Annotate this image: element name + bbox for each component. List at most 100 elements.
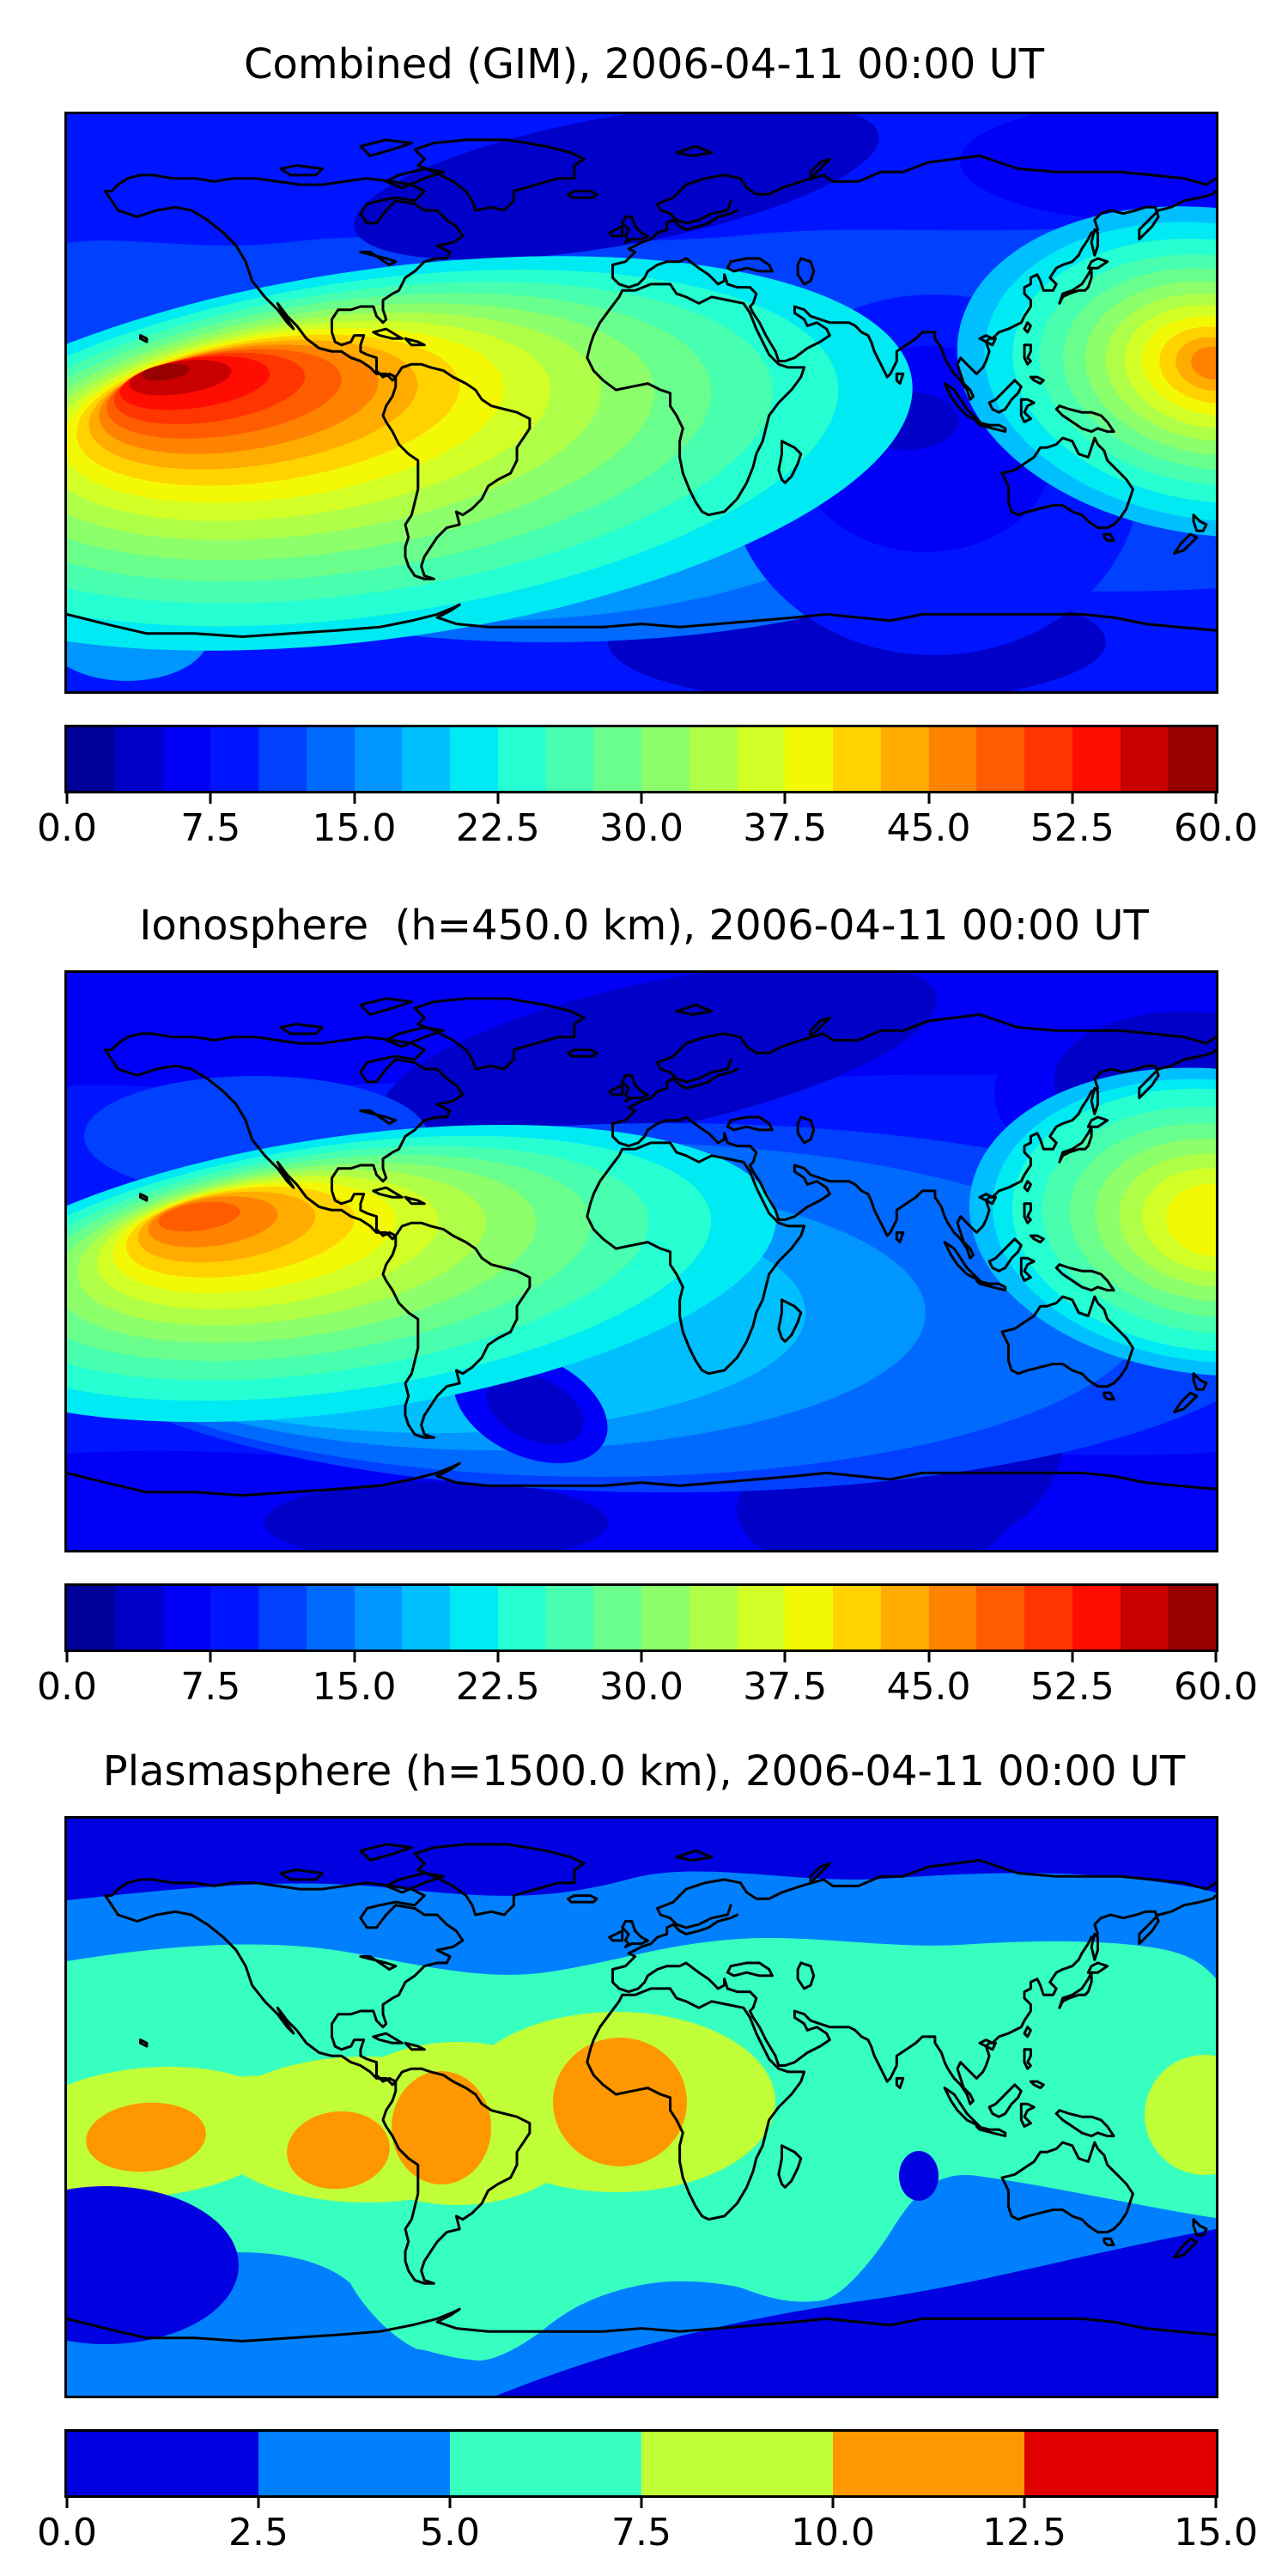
colorbar-segment bbox=[450, 727, 498, 791]
colorbar-segment bbox=[210, 1586, 258, 1649]
colorbar-tick-label: 52.5 bbox=[1030, 1665, 1115, 1709]
colorbar-segment bbox=[737, 727, 786, 791]
contour-fill bbox=[142, 363, 190, 381]
panel-title-plasmasphere: Plasmasphere (h=1500.0 km), 2006-04-11 0… bbox=[102, 1747, 1186, 1795]
colorbar-segment bbox=[641, 727, 690, 791]
colorbar-ionosphere bbox=[64, 1583, 1218, 1652]
contour-fill bbox=[287, 2111, 390, 2190]
colorbar-tick-label: 7.5 bbox=[180, 806, 241, 850]
colorbar-tick-label: 7.5 bbox=[180, 1665, 241, 1709]
colorbar-segment bbox=[162, 1586, 211, 1649]
colorbar-segment bbox=[67, 2432, 258, 2495]
colorbar-tick-mark bbox=[1214, 791, 1218, 804]
colorbar-tick-mark bbox=[496, 1649, 500, 1662]
colorbar-combined bbox=[64, 725, 1218, 793]
colorbar-tick-mark bbox=[1071, 791, 1074, 804]
colorbar-segment bbox=[689, 727, 738, 791]
contour-fill bbox=[354, 114, 879, 260]
colorbar-tick-label: 52.5 bbox=[1030, 806, 1115, 850]
contour-fill bbox=[496, 2229, 1216, 2396]
colorbar-segment bbox=[593, 727, 641, 791]
colorbar-segment bbox=[545, 1586, 594, 1649]
colorbar-tick-label: 30.0 bbox=[599, 1665, 683, 1709]
map-ionosphere bbox=[64, 970, 1218, 1552]
contour-fill bbox=[486, 1373, 584, 1445]
colorbar-segment bbox=[1072, 1586, 1121, 1649]
colorbar-segment bbox=[1120, 727, 1169, 791]
colorbar-tick-label: 22.5 bbox=[455, 806, 540, 850]
colorbar-segment bbox=[1024, 2432, 1216, 2495]
colorbar-labels-ionosphere: 0.0 7.5 15.0 22.5 30.0 37.5 45.0 52.5 60.0 bbox=[37, 1664, 1258, 1712]
colorbar-tick-mark bbox=[831, 2495, 835, 2508]
colorbar-tick-label: 2.5 bbox=[228, 2511, 289, 2555]
colorbar-segment bbox=[880, 727, 929, 791]
colorbar-segment bbox=[114, 1586, 163, 1649]
colorbar-tick-mark bbox=[640, 1649, 643, 1662]
colorbar-segment bbox=[258, 1586, 307, 1649]
colorbar-segment bbox=[450, 2432, 641, 2495]
contour-fill bbox=[86, 2102, 206, 2172]
colorbar-tick-mark bbox=[640, 2495, 643, 2508]
colorbar-segment bbox=[1168, 727, 1216, 791]
colorbar-segment bbox=[976, 727, 1024, 791]
colorbar-ticks-combined bbox=[65, 791, 1218, 805]
colorbar-segment bbox=[641, 1586, 690, 1649]
contour-fill bbox=[553, 2038, 687, 2166]
colorbar-tick-mark bbox=[783, 1649, 787, 1662]
colorbar-tick-label: 7.5 bbox=[611, 2511, 671, 2555]
colorbar-segment bbox=[928, 1586, 977, 1649]
colorbar-segment bbox=[976, 1586, 1024, 1649]
colorbar-tick-mark bbox=[1023, 2495, 1026, 2508]
contour-fill bbox=[67, 2186, 239, 2344]
colorbar-segment bbox=[593, 1586, 641, 1649]
colorbar-tick-label: 15.0 bbox=[312, 1665, 397, 1709]
colorbar-tick-mark bbox=[496, 791, 500, 804]
map-combined-svg bbox=[67, 114, 1216, 691]
colorbar-segment bbox=[258, 727, 307, 791]
colorbar-segment bbox=[1120, 1586, 1169, 1649]
colorbar-segment bbox=[833, 2432, 1024, 2495]
colorbar-tick-mark bbox=[65, 2495, 69, 2508]
colorbar-segment bbox=[497, 1586, 546, 1649]
colorbar-tick-label: 30.0 bbox=[599, 806, 683, 850]
colorbar-tick-label: 22.5 bbox=[455, 1665, 540, 1709]
colorbar-tick-label: 37.5 bbox=[743, 1665, 828, 1709]
colorbar-tick-label: 45.0 bbox=[886, 806, 971, 850]
map-plasmasphere-svg bbox=[67, 1819, 1216, 2396]
colorbar-segment bbox=[785, 1586, 833, 1649]
colorbar-tick-mark bbox=[783, 791, 787, 804]
panel-title-ionosphere: Ionosphere (h=450.0 km), 2006-04-11 00:0… bbox=[139, 902, 1149, 950]
colorbar-tick-label: 5.0 bbox=[420, 2511, 480, 2555]
colorbar-segment bbox=[1168, 1586, 1216, 1649]
colorbar-segment bbox=[737, 1586, 786, 1649]
map-plasmasphere bbox=[64, 1816, 1218, 2398]
colorbar-segment bbox=[928, 727, 977, 791]
colorbar-segment bbox=[880, 1586, 929, 1649]
colorbar-tick-mark bbox=[927, 791, 930, 804]
colorbar-labels-plasmasphere: 0.0 2.5 5.0 7.5 10.0 12.5 15.0 bbox=[37, 2510, 1258, 2558]
colorbar-segment bbox=[67, 1586, 115, 1649]
map-ionosphere-svg bbox=[67, 973, 1216, 1550]
colorbar-segment bbox=[641, 2432, 833, 2495]
colorbar-tick-label: 0.0 bbox=[37, 2511, 97, 2555]
colorbar-segment bbox=[450, 1586, 498, 1649]
contour-fill bbox=[392, 2071, 491, 2184]
colorbar-labels-combined: 0.0 7.5 15.0 22.5 30.0 37.5 45.0 52.5 60.0 bbox=[37, 805, 1258, 854]
colorbar-tick-mark bbox=[209, 791, 212, 804]
colorbar-tick-label: 15.0 bbox=[312, 806, 397, 850]
coastlines bbox=[67, 1843, 1216, 2342]
colorbar-tick-label: 0.0 bbox=[37, 1665, 97, 1709]
colorbar-tick-mark bbox=[640, 791, 643, 804]
colorbar-segment bbox=[497, 727, 546, 791]
colorbar-ticks-ionosphere bbox=[65, 1649, 1218, 1663]
colorbar-segment bbox=[162, 727, 211, 791]
contour-fill bbox=[899, 2151, 939, 2201]
colorbar-tick-mark bbox=[927, 1649, 930, 1662]
colorbar-segment bbox=[258, 2432, 450, 2495]
colorbar-segment bbox=[1024, 727, 1072, 791]
map-combined bbox=[64, 112, 1218, 694]
colorbar-segment bbox=[306, 1586, 355, 1649]
colorbar-tick-mark bbox=[1214, 1649, 1218, 1662]
colorbar-segment bbox=[354, 1586, 403, 1649]
